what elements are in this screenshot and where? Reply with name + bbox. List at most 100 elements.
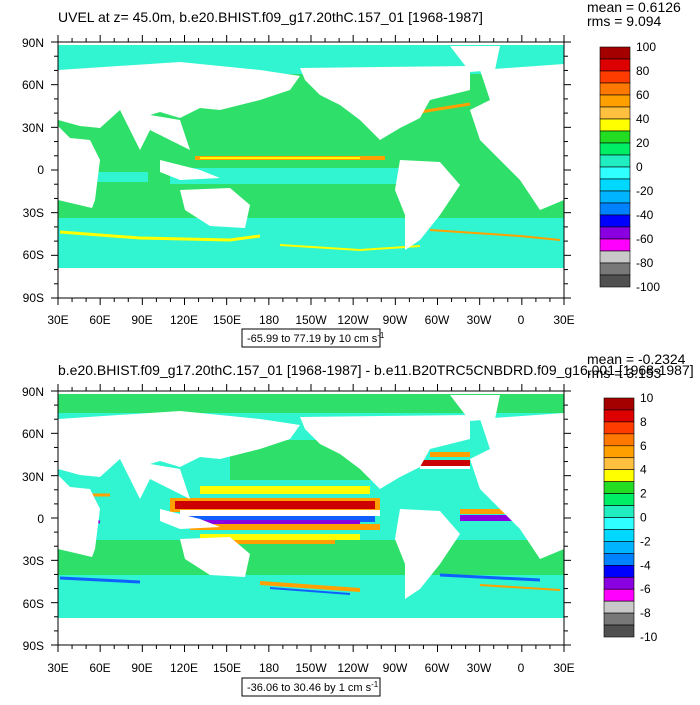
top-lon-150w: 150W xyxy=(295,313,327,327)
colorbar-swatch xyxy=(603,517,635,530)
colorbar-swatch xyxy=(599,226,631,240)
top-lat-30n: 30N xyxy=(22,121,44,135)
top-lon-labels: 30E 60E 90E 120E 150E 180 150W 120W 90W … xyxy=(47,313,574,327)
top-lon-180: 180 xyxy=(259,313,279,327)
top-range-box xyxy=(241,328,381,348)
colorbar-label: 0 xyxy=(636,160,643,174)
colorbar-swatch xyxy=(599,154,631,168)
top-lon-30e: 30E xyxy=(47,313,68,327)
bottom-lat-60n: 60N xyxy=(22,427,44,441)
top-colorbar-labels: 100 80 60 40 20 0 -20 -40 -60 -80 -100 xyxy=(636,40,660,294)
bottom-lat-60s: 60S xyxy=(23,597,44,611)
colorbar-label: -40 xyxy=(636,208,654,222)
top-colorbar xyxy=(599,46,631,288)
top-title: UVEL at z= 45.0m, b.e20.BHIST.f09_g17.20… xyxy=(58,9,483,25)
top-lon-0: 0 xyxy=(518,313,525,327)
top-lon-90w: 90W xyxy=(383,313,408,327)
top-lon-60e: 60E xyxy=(89,313,110,327)
colorbar-label: 60 xyxy=(636,88,650,102)
colorbar-swatch xyxy=(603,624,635,638)
colorbar-swatch xyxy=(599,250,631,264)
bottom-rms: rms = 3.153 xyxy=(587,365,662,381)
colorbar-label: 80 xyxy=(636,64,650,78)
colorbar-swatch xyxy=(599,214,631,228)
colorbar-swatch xyxy=(599,82,631,96)
top-map xyxy=(58,42,564,298)
colorbar-swatch xyxy=(603,493,635,506)
colorbar-swatch xyxy=(603,433,635,447)
colorbar-label: 2 xyxy=(640,487,647,501)
colorbar-swatch xyxy=(603,445,635,459)
colorbar-swatch xyxy=(603,397,635,411)
colorbar-label: 20 xyxy=(636,136,650,150)
colorbar-swatch xyxy=(599,238,631,252)
colorbar-swatch xyxy=(603,553,635,566)
bottom-lat-90n: 90N xyxy=(22,385,44,399)
top-lon-60w: 60W xyxy=(425,313,450,327)
bottom-lon-90w: 90W xyxy=(383,661,408,675)
top-lon-90e: 90E xyxy=(131,313,152,327)
colorbar-label: 6 xyxy=(640,439,647,453)
colorbar-label: 40 xyxy=(636,112,650,126)
bottom-lon-120e: 120E xyxy=(170,661,198,675)
bottom-mean: mean = -0.2324 xyxy=(587,351,686,367)
bottom-ticks xyxy=(51,384,571,652)
bottom-land xyxy=(58,391,564,645)
top-lon-30w: 30W xyxy=(467,313,492,327)
colorbar-swatch xyxy=(599,118,631,132)
top-lon-120w: 120W xyxy=(337,313,369,327)
bottom-lon-60w: 60W xyxy=(425,661,450,675)
top-lat-60n: 60N xyxy=(22,78,44,92)
colorbar-swatch xyxy=(603,564,635,578)
colorbar-swatch xyxy=(599,130,631,144)
colorbar-swatch xyxy=(599,58,631,72)
colorbar-swatch xyxy=(603,421,635,435)
colorbar-label: -60 xyxy=(636,232,654,246)
bottom-lon-150w: 150W xyxy=(295,661,327,675)
colorbar-swatch xyxy=(599,274,631,288)
top-lon-30e-end: 30E xyxy=(553,313,574,327)
bottom-lon-30e-end: 30E xyxy=(553,661,574,675)
colorbar-swatch xyxy=(599,142,631,156)
colorbar-swatch xyxy=(603,588,635,602)
colorbar-label: 10 xyxy=(640,391,654,405)
colorbar-swatch xyxy=(603,541,635,554)
top-ticks xyxy=(51,35,571,305)
top-lon-150e: 150E xyxy=(213,313,241,327)
bottom-colorbar xyxy=(603,397,635,638)
colorbar-label: -4 xyxy=(640,558,651,572)
bottom-colorbar-labels: 10 8 6 4 2 0 -2 -4 -6 -8 -10 xyxy=(640,391,658,644)
bottom-lat-0: 0 xyxy=(37,512,44,526)
colorbar-swatch xyxy=(599,46,631,60)
bottom-map xyxy=(58,391,564,645)
top-lat-60s: 60S xyxy=(23,248,44,262)
colorbar-label: -6 xyxy=(640,582,651,596)
bottom-lon-180: 180 xyxy=(259,661,279,675)
colorbar-label: 100 xyxy=(636,40,656,54)
colorbar-swatch xyxy=(603,600,635,614)
top-lat-90s: 90S xyxy=(23,291,44,305)
colorbar-swatch xyxy=(599,106,631,120)
colorbar-swatch xyxy=(603,529,635,542)
top-lon-120e: 120E xyxy=(170,313,198,327)
bottom-lon-150e: 150E xyxy=(213,661,241,675)
bottom-lon-labels: 30E 60E 90E 120E 150E 180 150W 120W 90W … xyxy=(47,661,574,675)
colorbar-label: -2 xyxy=(640,534,651,548)
colorbar-swatch xyxy=(603,481,635,494)
top-lat-30s: 30S xyxy=(23,206,44,220)
colorbar-swatch xyxy=(599,190,631,204)
bottom-lon-120w: 120W xyxy=(337,661,369,675)
bottom-lon-60e: 60E xyxy=(89,661,110,675)
colorbar-label: 4 xyxy=(640,463,647,477)
top-range-label: -65.99 to 77.19 by 10 cm s-1 xyxy=(247,331,385,345)
colorbar-swatch xyxy=(599,166,631,180)
bottom-title: b.e20.BHIST.f09_g17.20thC.157_01 [1968-1… xyxy=(58,362,694,378)
colorbar-swatch xyxy=(603,612,635,626)
colorbar-swatch xyxy=(603,457,635,470)
colorbar-label: -20 xyxy=(636,184,654,198)
colorbar-swatch xyxy=(603,576,635,590)
colorbar-label: 0 xyxy=(640,511,647,525)
bottom-range-box xyxy=(241,677,381,697)
bottom-lon-0: 0 xyxy=(518,661,525,675)
